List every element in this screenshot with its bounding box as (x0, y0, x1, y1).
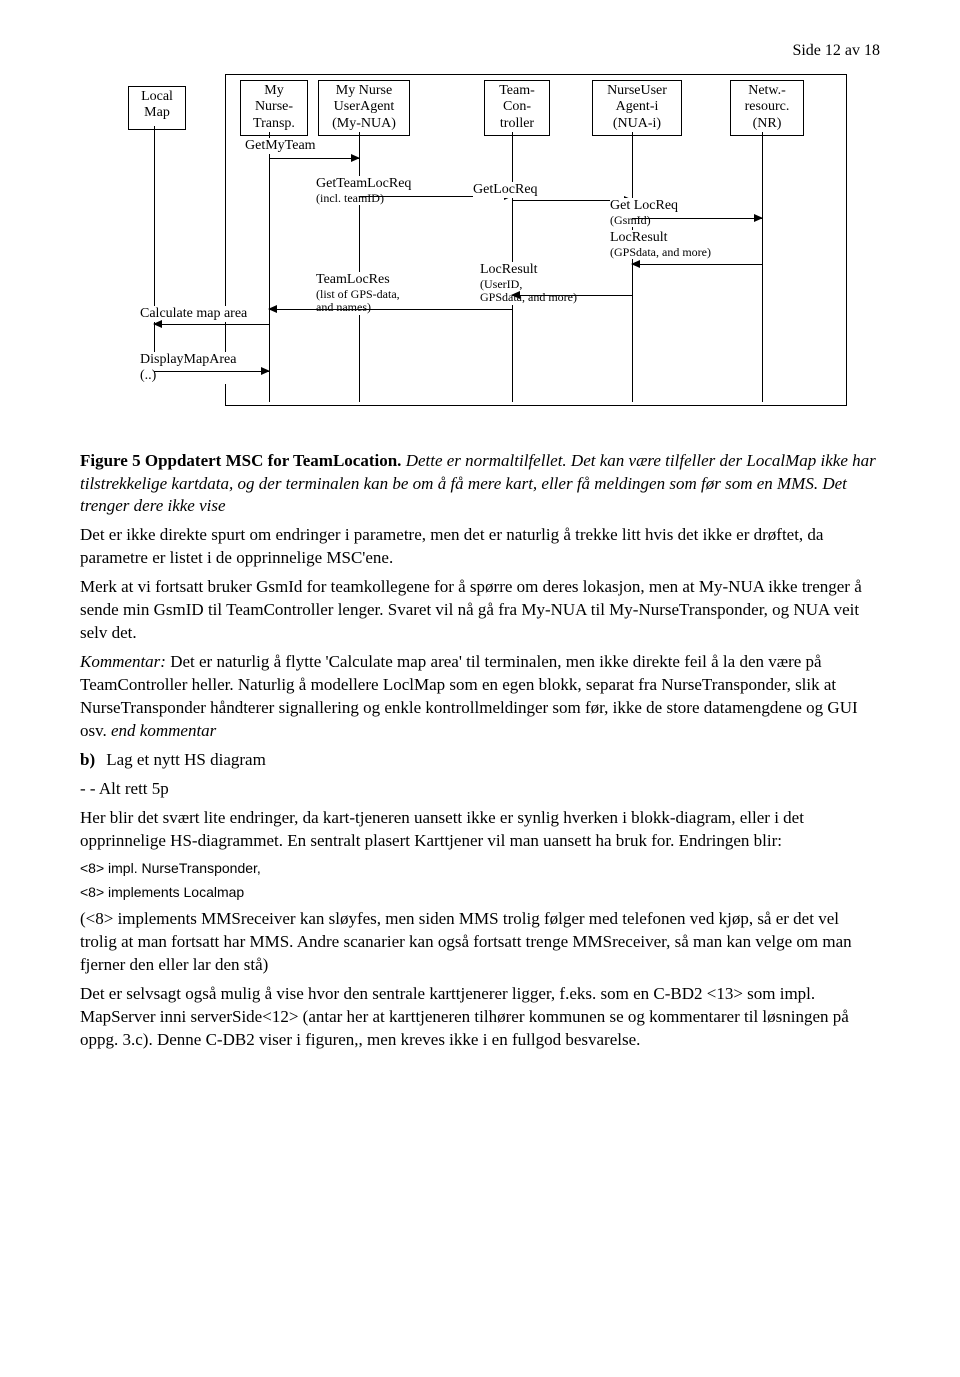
arrow-display-map (154, 371, 269, 372)
para-3: Kommentar: Det er naturlig å flytte 'Cal… (80, 651, 880, 743)
msc-diagram: Local Map My Nurse- Transp. My Nurse Use… (80, 66, 850, 426)
arrow-calc-map (154, 324, 269, 325)
code-line-1: <8> impl. NurseTransponder, (80, 859, 880, 878)
msg-getteamlocreq-sub: (incl. teamID) (316, 192, 411, 206)
code-line-2: <8> implements Localmap (80, 883, 880, 902)
msg-teamlocres-label: TeamLocRes (316, 272, 390, 287)
bullet-b-marker: b) (80, 749, 102, 772)
msg-getteamlocreq-label: GetTeamLocReq (316, 176, 411, 191)
body-text: Figure 5 Oppdatert MSC for TeamLocation.… (80, 450, 880, 1052)
arrow-getlocreq2 (632, 218, 762, 219)
para-6: Det er selvsagt også mulig å vise hvor d… (80, 983, 880, 1052)
arrow-locresult2 (512, 295, 632, 296)
msg-locresult2-sub: (UserID, GPSdata, and more) (480, 278, 577, 306)
arrow-locresult (632, 264, 762, 265)
para-3-kommentar: Kommentar: (80, 652, 166, 671)
msg-getlocreq: GetLocReq (473, 182, 538, 198)
box-nua-i: NurseUser Agent-i (NUA-i) (592, 80, 682, 136)
lifeline-my-nurse (269, 132, 270, 402)
page-header: Side 12 av 18 (80, 40, 880, 62)
msg-getlocreq2: Get LocReq (GsmId) (610, 198, 678, 228)
arrow-getmyteam (269, 158, 359, 159)
bullet-b: b) Lag et nytt HS diagram (80, 749, 880, 772)
box-nr: Netw.- resourc. (NR) (730, 80, 804, 136)
msg-getlocreq2-sub: (GsmId) (610, 214, 678, 228)
figure-caption: Figure 5 Oppdatert MSC for TeamLocation.… (80, 450, 880, 519)
msg-locresult-label: LocResult (610, 230, 668, 245)
figure-caption-bold: Figure 5 Oppdatert MSC for TeamLocation. (80, 451, 401, 470)
arrow-teamlocres (269, 309, 512, 310)
para-5: (<8> implements MMSreceiver kan sløyfes,… (80, 908, 880, 977)
box-my-nurse-transp: My Nurse- Transp. (240, 80, 308, 136)
msg-display-map: DisplayMapArea (..) (140, 352, 236, 384)
msg-teamlocres-sub: (list of GPS-data, and names) (316, 288, 400, 316)
bullet-b-text: Lag et nytt HS diagram (106, 750, 266, 769)
para-2: Merk at vi fortsatt bruker GsmId for tea… (80, 576, 880, 645)
msg-getteamlocreq: GetTeamLocReq (incl. teamID) (316, 176, 411, 206)
para-3-end: end kommentar (111, 721, 216, 740)
box-local-map: Local Map (128, 86, 186, 130)
msg-getlocreq2-label: Get LocReq (610, 198, 678, 213)
para-1: Det er ikke direkte spurt om endringer i… (80, 524, 880, 570)
msg-locresult: LocResult (GPSdata, and more) (610, 230, 711, 260)
lifeline-my-nua (359, 132, 360, 402)
lifeline-nr (762, 132, 763, 402)
box-team-controller: Team- Con- troller (484, 80, 550, 136)
box-my-nua: My Nurse UserAgent (My-NUA) (318, 80, 410, 136)
lifeline-local-map (154, 126, 155, 371)
dash-line: - - Alt rett 5p (80, 778, 880, 801)
msg-getmyteam: GetMyTeam (245, 138, 316, 154)
msg-locresult-sub: (GPSdata, and more) (610, 246, 711, 260)
msg-locresult2: LocResult (UserID, GPSdata, and more) (480, 262, 577, 306)
para-4: Her blir det svært lite endringer, da ka… (80, 807, 880, 853)
msg-locresult2-label: LocResult (480, 262, 538, 277)
